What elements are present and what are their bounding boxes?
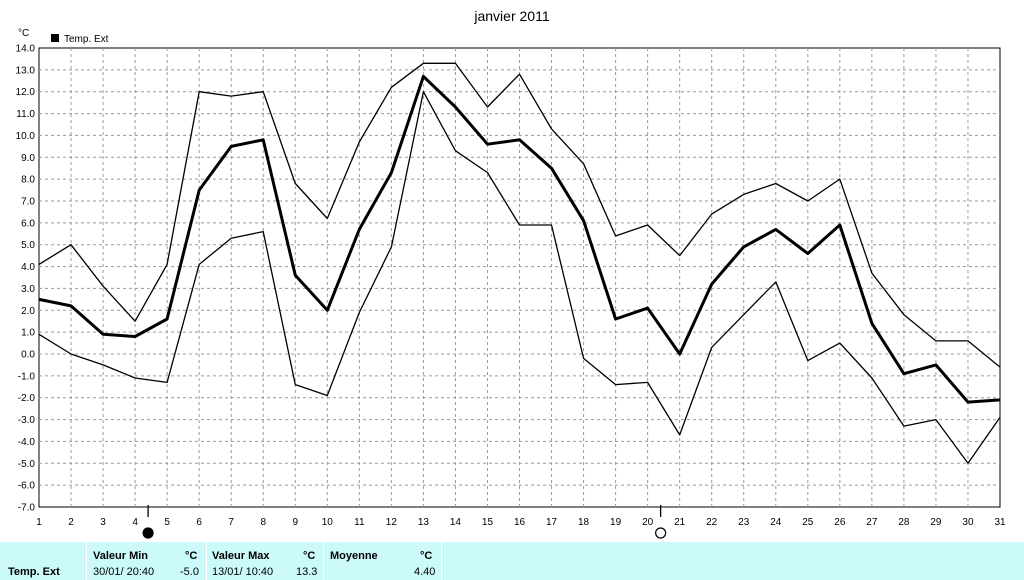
x-tick-label: 13 [418, 517, 430, 528]
y-tick-label: -2.0 [18, 393, 36, 404]
y-tick-label: -1.0 [18, 371, 36, 382]
x-tick-label: 19 [610, 517, 622, 528]
x-tick-label: 2 [68, 517, 74, 528]
statistics-panel: Valeur Min °C Valeur Max °C Moyenne °C T… [0, 542, 1024, 580]
max-datetime: 13/01/ 10:40 [212, 566, 274, 578]
x-tick-label: 21 [674, 517, 686, 528]
x-tick-label: 18 [578, 517, 590, 528]
y-tick-label: 8.0 [21, 175, 35, 186]
y-tick-labels: 14.0 13.0 12.0 11.0 10.0 9.0 8.0 7.0 6.0 5.0 4.0 3.… [16, 44, 36, 514]
moon-markers [142, 505, 667, 539]
new-moon-icon [655, 527, 667, 539]
x-tick-label: 11 [354, 517, 365, 528]
y-tick-label: 5.0 [21, 240, 35, 251]
y-tick-label: 9.0 [21, 153, 35, 164]
full-moon-icon [142, 527, 154, 539]
y-tick-label: 11.0 [16, 109, 35, 120]
x-tick-label: 25 [802, 517, 814, 528]
x-tick-label: 14 [450, 517, 462, 528]
x-tick-label: 6 [196, 517, 202, 528]
y-tick-label: -5.0 [18, 459, 36, 470]
series-lines [38, 62, 1001, 464]
grid [39, 48, 1000, 507]
chart-title: janvier 2011 [473, 8, 549, 24]
min-unit: °C [185, 550, 198, 562]
y-tick-label: -6.0 [18, 481, 36, 492]
x-tick-label: 29 [930, 517, 942, 528]
x-tick-label: 28 [898, 517, 910, 528]
y-tick-label: 2.0 [21, 306, 35, 317]
mean-value: 4.40 [414, 566, 436, 578]
x-tick-label: 10 [322, 517, 334, 528]
mean-header: Moyenne [330, 550, 378, 562]
x-tick-label: 27 [866, 517, 878, 528]
min-datetime: 30/01/ 20:40 [93, 566, 155, 578]
x-tick-label: 17 [546, 517, 558, 528]
x-tick-label: 7 [228, 517, 234, 528]
y-tick-label: 10.0 [16, 131, 36, 142]
x-tick-label: 20 [642, 517, 654, 528]
x-tick-label: 23 [738, 517, 750, 528]
series-line-max [38, 62, 1001, 368]
x-tick-label: 16 [514, 517, 526, 528]
y-tick-label: -3.0 [18, 415, 36, 426]
x-tick-labels: 1 2 3 4 5 6 7 8 9 10 11 12 13 14 15 16 17 18 19 20 21 22 23 24 2… [36, 517, 1006, 528]
y-tick-label: 3.0 [21, 284, 35, 295]
series-line-mean [38, 74, 1001, 404]
series-line-min [38, 91, 1001, 464]
min-header: Valeur Min [93, 550, 149, 562]
x-tick-label: 26 [834, 517, 846, 528]
y-tick-label: -7.0 [18, 503, 36, 514]
x-tick-label: 30 [962, 517, 974, 528]
x-tick-label: 3 [100, 517, 106, 528]
y-axis-unit: °C [18, 28, 29, 39]
x-tick-label: 22 [706, 517, 718, 528]
y-tick-label: 0.0 [21, 350, 35, 361]
y-tick-label: 13.0 [16, 65, 36, 76]
x-tick-label: 1 [36, 517, 42, 528]
x-tick-label: 15 [482, 517, 494, 528]
max-value: 13.3 [296, 566, 318, 578]
x-tick-label: 4 [132, 517, 138, 528]
legend-label: Temp. Ext [64, 34, 109, 45]
max-header: Valeur Max [212, 550, 270, 562]
min-value: -5.0 [180, 566, 199, 578]
x-tick-label: 24 [770, 517, 782, 528]
x-tick-label: 8 [260, 517, 266, 528]
y-tick-label: 1.0 [21, 328, 35, 339]
y-tick-label: 14.0 [16, 44, 36, 55]
max-unit: °C [303, 550, 316, 562]
x-tick-label: 9 [292, 517, 298, 528]
y-tick-label: 7.0 [21, 197, 35, 208]
y-tick-label: 4.0 [21, 262, 35, 273]
x-tick-label: 5 [164, 517, 170, 528]
legend-swatch [51, 34, 59, 42]
row-label: Temp. Ext [8, 566, 60, 578]
temperature-chart: janvier 2011 °C Temp. Ext 14.013.012.011… [16, 8, 1006, 539]
y-tick-label: -4.0 [18, 437, 36, 448]
x-tick-label: 31 [994, 517, 1006, 528]
mean-unit: °C [420, 550, 433, 562]
y-tick-label: 12.0 [16, 87, 36, 98]
y-tick-label: 6.0 [21, 218, 35, 229]
x-tick-label: 12 [386, 517, 398, 528]
